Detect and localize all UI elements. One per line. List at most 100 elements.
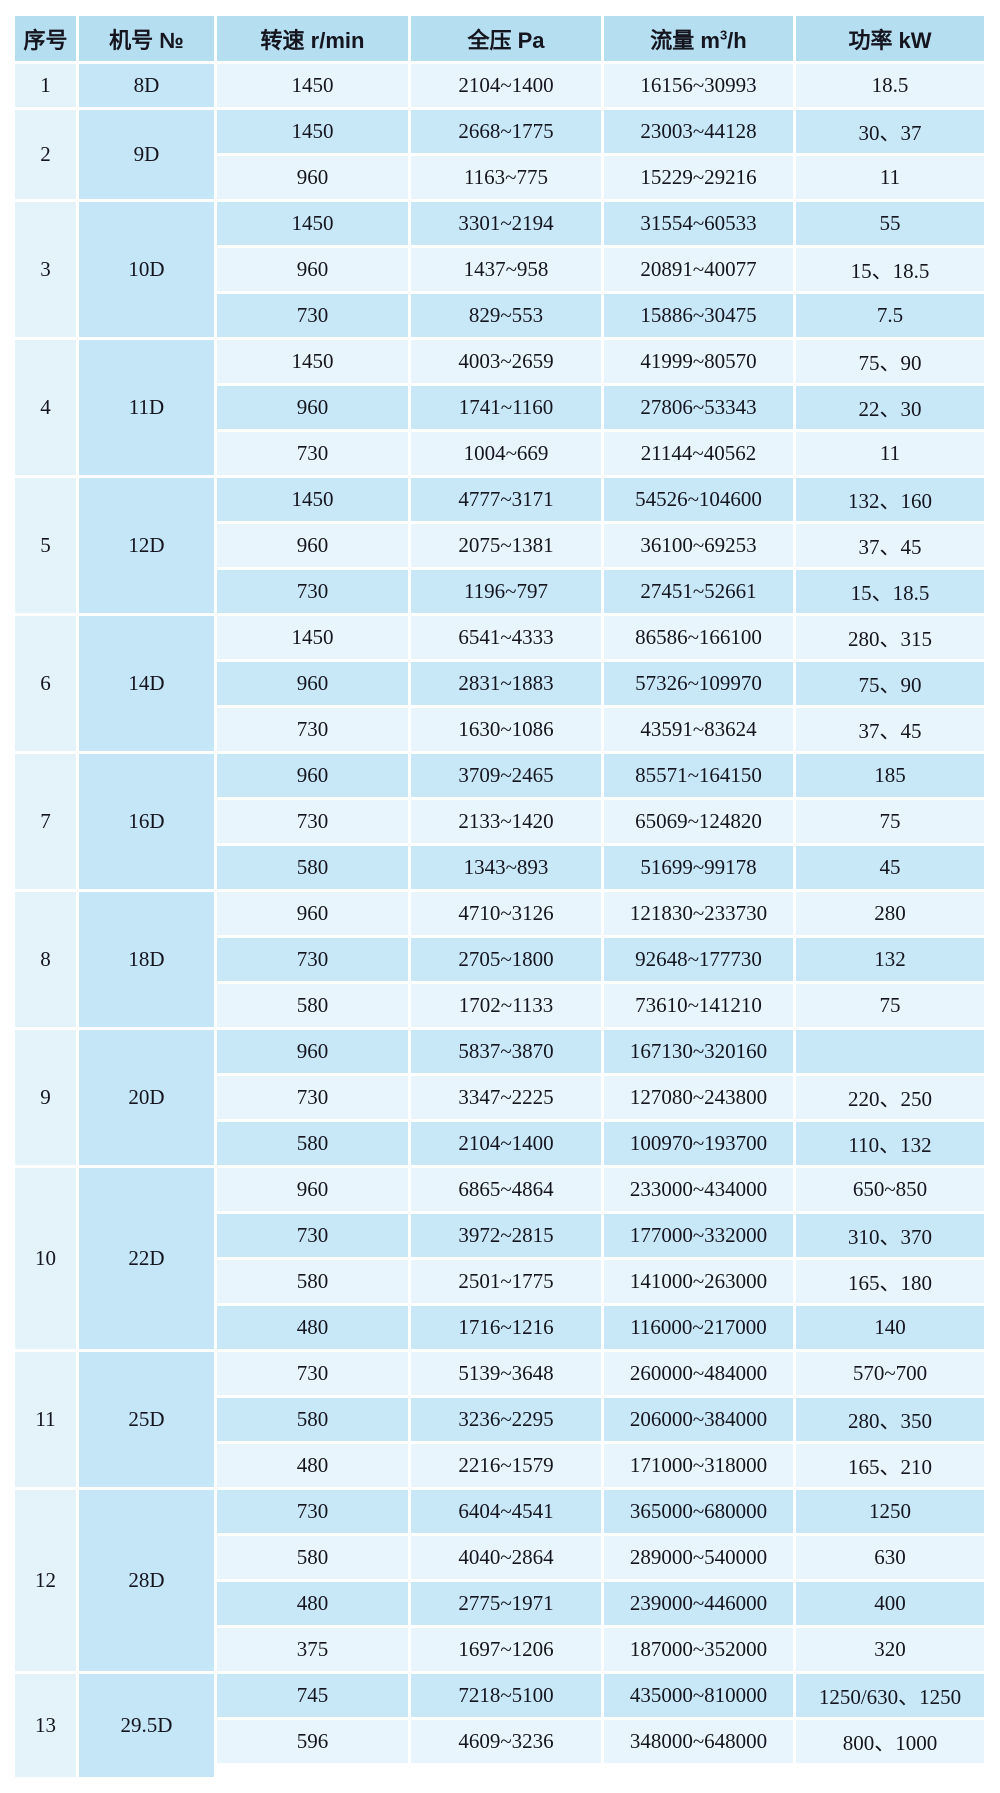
flow-cell: 92648~177730 — [604, 938, 793, 981]
power-cell: 140 — [796, 1306, 984, 1349]
table-row: 480 1716~1216 116000~217000 140 — [15, 1306, 984, 1349]
model-cell: 16D — [79, 754, 214, 889]
flow-cell: 121830~233730 — [604, 892, 793, 935]
table-row: 12 28D 730 6404~4541 365000~680000 1250 — [15, 1490, 984, 1671]
model-cell: 8D — [79, 64, 214, 107]
power-cell: 11 — [796, 156, 984, 199]
pressure-cell: 1630~1086 — [411, 708, 601, 751]
power-cell: 37、45 — [796, 524, 984, 567]
table-row: 580 2104~1400 100970~193700 110、132 — [15, 1122, 984, 1165]
model-cell: 22D — [79, 1168, 214, 1349]
speed-cell: 580 — [217, 1536, 408, 1579]
flow-cell: 65069~124820 — [604, 800, 793, 843]
power-cell: 75、90 — [796, 340, 984, 383]
speed-cell: 960 — [217, 1168, 408, 1211]
speed-cell: 1450 — [217, 110, 408, 153]
power-cell: 280 — [796, 892, 984, 935]
power-cell: 15、18.5 — [796, 248, 984, 291]
flow-cell: 15229~29216 — [604, 156, 793, 199]
flow-cell: 51699~99178 — [604, 846, 793, 889]
power-cell: 7.5 — [796, 294, 984, 337]
flow-cell: 116000~217000 — [604, 1306, 793, 1349]
speed-cell: 480 — [217, 1582, 408, 1625]
table-row: 730 1630~1086 43591~83624 37、45 — [15, 708, 984, 751]
power-cell — [796, 1030, 984, 1073]
col-header-flow: 流量 m3/h — [604, 16, 793, 61]
flow-cell: 239000~446000 — [604, 1582, 793, 1625]
serial-cell: 11 — [15, 1352, 76, 1487]
power-cell: 1250/630、1250 — [796, 1674, 984, 1717]
table-row: 580 4040~2864 289000~540000 630 — [15, 1536, 984, 1579]
pressure-cell: 2075~1381 — [411, 524, 601, 567]
speed-cell: 580 — [217, 1260, 408, 1303]
power-cell: 75、90 — [796, 662, 984, 705]
table-row: 580 3236~2295 206000~384000 280、350 — [15, 1398, 984, 1441]
speed-cell: 730 — [217, 1214, 408, 1257]
speed-cell: 730 — [217, 294, 408, 337]
power-cell: 650~850 — [796, 1168, 984, 1211]
table-row: 11 25D 730 5139~3648 260000~484000 570~700 — [15, 1352, 984, 1487]
flow-cell: 73610~141210 — [604, 984, 793, 1027]
blank-cell — [217, 1766, 408, 1777]
pressure-cell: 1702~1133 — [411, 984, 601, 1027]
table-row: 960 1741~1160 27806~53343 22、30 — [15, 386, 984, 429]
power-cell: 18.5 — [796, 64, 984, 107]
table-row: 960 1163~775 15229~29216 11 — [15, 156, 984, 199]
speed-cell: 960 — [217, 662, 408, 705]
serial-cell: 1 — [15, 64, 76, 107]
pressure-cell: 4710~3126 — [411, 892, 601, 935]
flow-cell: 20891~40077 — [604, 248, 793, 291]
power-cell: 30、37 — [796, 110, 984, 153]
speed-cell: 596 — [217, 1720, 408, 1763]
pressure-cell: 1004~669 — [411, 432, 601, 475]
flow-cell: 23003~44128 — [604, 110, 793, 153]
pressure-cell: 2104~1400 — [411, 1122, 601, 1165]
serial-cell: 13 — [15, 1674, 76, 1777]
speed-cell: 480 — [217, 1444, 408, 1487]
model-cell: 25D — [79, 1352, 214, 1487]
table-row: 9 20D 960 5837~3870 167130~320160 — [15, 1030, 984, 1165]
pressure-cell: 3347~2225 — [411, 1076, 601, 1119]
speed-cell: 745 — [217, 1674, 408, 1717]
col-header-speed: 转速 r/min — [217, 16, 408, 61]
model-cell: 20D — [79, 1030, 214, 1165]
pressure-cell: 5837~3870 — [411, 1030, 601, 1073]
col-header-serial: 序号 — [15, 16, 76, 61]
table-row: 580 2501~1775 141000~263000 165、180 — [15, 1260, 984, 1303]
pressure-cell: 6865~4864 — [411, 1168, 601, 1211]
pressure-cell: 3972~2815 — [411, 1214, 601, 1257]
model-cell: 28D — [79, 1490, 214, 1671]
speed-cell: 730 — [217, 570, 408, 613]
flow-cell: 86586~166100 — [604, 616, 793, 659]
pressure-cell: 3301~2194 — [411, 202, 601, 245]
power-cell: 75 — [796, 984, 984, 1027]
power-cell: 165、180 — [796, 1260, 984, 1303]
power-cell: 165、210 — [796, 1444, 984, 1487]
pressure-cell: 2831~1883 — [411, 662, 601, 705]
pressure-cell: 2501~1775 — [411, 1260, 601, 1303]
header-row: 序号 机号 № 转速 r/min 全压 Pa 流量 m3/h 功率 kW — [15, 16, 984, 61]
speed-cell: 730 — [217, 1352, 408, 1395]
pressure-cell: 1343~893 — [411, 846, 601, 889]
flow-header-text: 流量 m — [650, 27, 720, 53]
speed-cell: 730 — [217, 708, 408, 751]
serial-cell: 6 — [15, 616, 76, 751]
speed-cell: 730 — [217, 1490, 408, 1533]
pressure-cell: 1196~797 — [411, 570, 601, 613]
table-row: 7 16D 960 3709~2465 85571~164150 185 — [15, 754, 984, 889]
power-cell: 310、370 — [796, 1214, 984, 1257]
pressure-cell: 2216~1579 — [411, 1444, 601, 1487]
table-row: 730 829~553 15886~30475 7.5 — [15, 294, 984, 337]
table-row: 480 2775~1971 239000~446000 400 — [15, 1582, 984, 1625]
power-cell: 800、1000 — [796, 1720, 984, 1763]
flow-cell: 435000~810000 — [604, 1674, 793, 1717]
power-cell: 132 — [796, 938, 984, 981]
pressure-cell: 6541~4333 — [411, 616, 601, 659]
flow-cell: 16156~30993 — [604, 64, 793, 107]
power-cell: 75 — [796, 800, 984, 843]
flow-cell: 187000~352000 — [604, 1628, 793, 1671]
table-row: 3 10D 1450 3301~2194 31554~60533 55 — [15, 202, 984, 337]
flow-cell: 54526~104600 — [604, 478, 793, 521]
flow-header-superscript: 3 — [719, 27, 728, 43]
table-row: 960 2831~1883 57326~109970 75、90 — [15, 662, 984, 705]
